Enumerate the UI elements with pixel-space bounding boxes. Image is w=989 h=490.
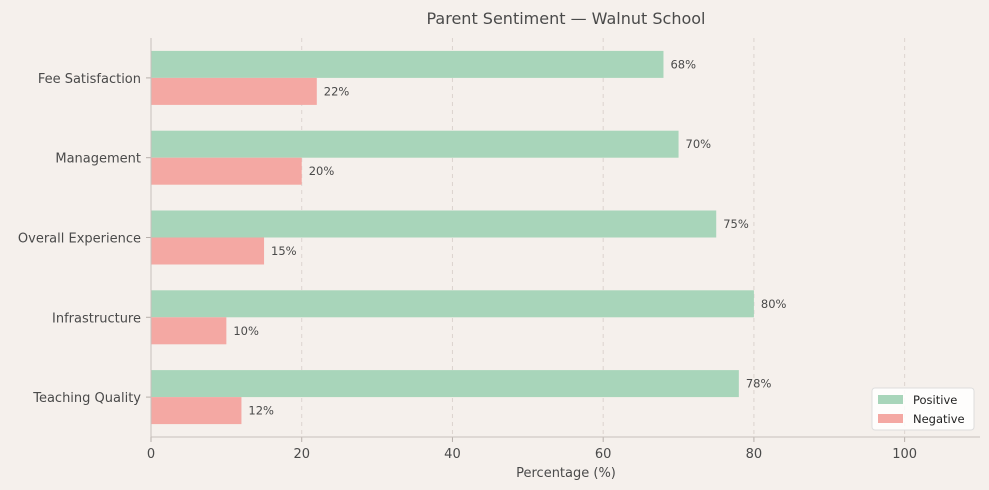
legend-swatch-negative: [878, 414, 903, 423]
x-tick-label: 100: [892, 447, 917, 462]
legend-label-negative: Negative: [913, 412, 965, 426]
bar-negative: [151, 77, 317, 105]
y-tick-label: Infrastructure: [52, 311, 141, 326]
y-tick-label: Management: [55, 152, 141, 167]
x-tick-label: 80: [746, 447, 763, 462]
bar-positive: [151, 210, 717, 238]
bars: 78% 12% 80% 10% 75% 15% 70% 20% 68% 22%: [151, 50, 787, 425]
bar-negative: [151, 157, 302, 185]
bar-negative: [151, 397, 242, 425]
data-label-positive: 75%: [723, 217, 749, 231]
legend-label-positive: Positive: [913, 393, 957, 407]
data-label-negative: 12%: [248, 404, 274, 418]
data-label-negative: 15%: [271, 244, 297, 258]
data-label-negative: 20%: [309, 164, 335, 178]
chart-title: Parent Sentiment — Walnut School: [427, 9, 706, 28]
data-label-negative: 22%: [324, 84, 350, 98]
bar-positive: [151, 50, 664, 78]
x-tick-label: 60: [595, 447, 612, 462]
data-label-positive: 70%: [686, 137, 712, 151]
y-tick-label: Overall Experience: [18, 232, 141, 247]
x-tick-label: 20: [293, 447, 310, 462]
legend-swatch-positive: [878, 395, 903, 404]
bar-positive: [151, 370, 739, 398]
legend: Positive Negative: [871, 387, 975, 431]
axes: 0 20 40 60 80 100 Teaching Quality Infrastructu…: [18, 38, 980, 462]
data-label-positive: 68%: [670, 57, 696, 71]
bar-negative: [151, 237, 265, 265]
data-label-positive: 80%: [761, 297, 787, 311]
data-label-negative: 10%: [233, 324, 259, 338]
x-axis-label: Percentage (%): [516, 466, 616, 481]
x-tick-label: 40: [444, 447, 461, 462]
data-label-positive: 78%: [746, 377, 772, 391]
y-tick-label: Fee Satisfaction: [38, 72, 141, 87]
bar-positive: [151, 130, 679, 158]
bar-positive: [151, 290, 754, 318]
bar-negative: [151, 317, 227, 345]
y-tick-label: Teaching Quality: [32, 391, 141, 406]
x-tick-label: 0: [147, 447, 155, 462]
